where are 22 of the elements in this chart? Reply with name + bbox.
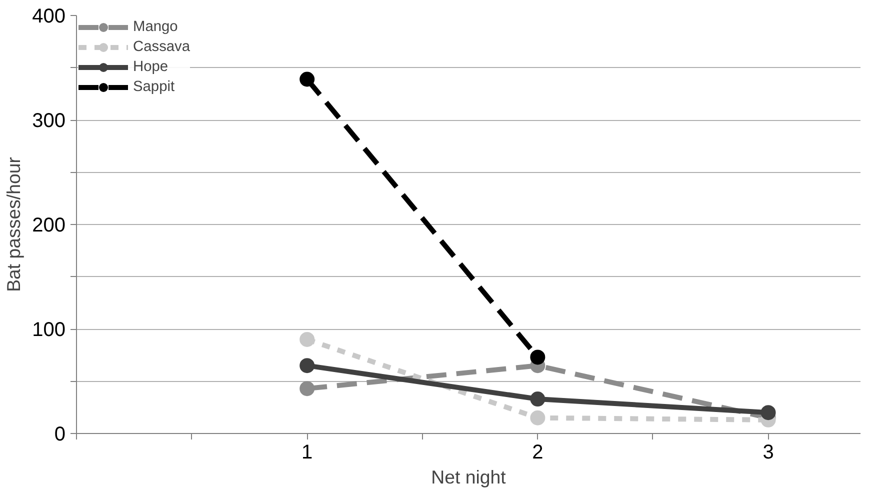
x-axis-title: Net night	[431, 466, 507, 488]
legend-label: Mango	[133, 19, 178, 35]
legend-label: Hope	[133, 59, 168, 75]
point	[530, 410, 546, 426]
x-tick-label: 1	[302, 442, 313, 464]
point	[760, 405, 776, 420]
x-tick-label: 2	[532, 442, 544, 464]
point	[300, 72, 315, 87]
y-tick-label: 0	[54, 424, 66, 446]
y-axis-title: Bat passes/hour	[3, 157, 24, 292]
point	[300, 358, 315, 374]
point	[530, 350, 546, 365]
y-tick-label: 200	[32, 214, 66, 236]
point	[300, 332, 315, 347]
legend-label: Cassava	[133, 39, 190, 55]
y-tick-label: 100	[32, 319, 66, 341]
legend-label: Sappit	[133, 79, 175, 95]
point	[300, 381, 315, 396]
point	[530, 392, 546, 406]
x-tick-label: 3	[762, 442, 774, 464]
y-tick-label: 400	[32, 6, 66, 28]
y-tick-label: 300	[32, 110, 66, 132]
